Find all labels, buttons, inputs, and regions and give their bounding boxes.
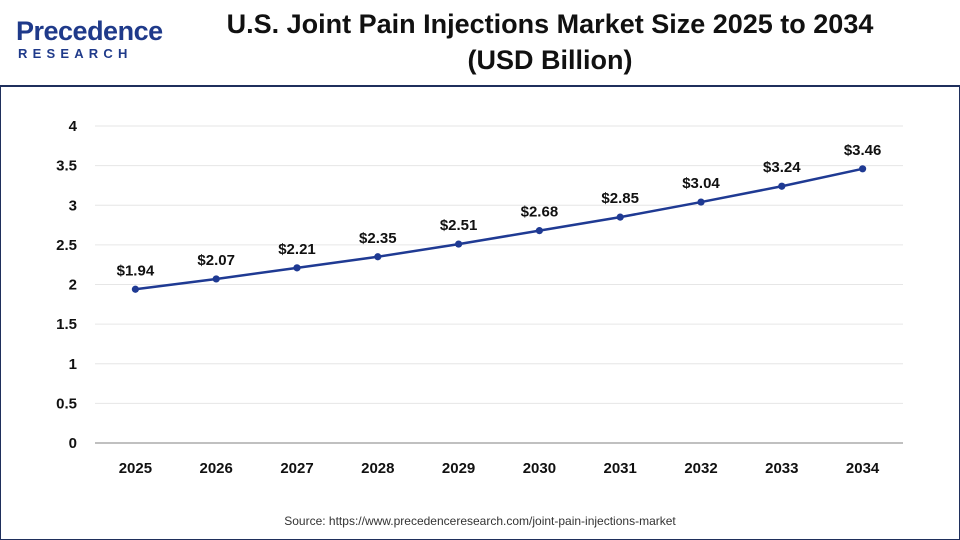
x-tick-label: 2027 bbox=[280, 460, 313, 477]
y-tick-label: 1 bbox=[69, 356, 77, 373]
data-point bbox=[131, 285, 139, 293]
x-tick-label: 2026 bbox=[200, 460, 233, 477]
data-point bbox=[535, 227, 544, 235]
data-label: $2.07 bbox=[197, 252, 235, 269]
chart-title-line1: U.S. Joint Pain Injections Market Size 2… bbox=[226, 9, 874, 39]
data-label: $2.68 bbox=[521, 204, 559, 221]
y-tick-label: 4 bbox=[69, 118, 78, 135]
data-point bbox=[859, 165, 867, 173]
data-label: $2.35 bbox=[359, 230, 397, 247]
y-tick-label: 2.5 bbox=[56, 237, 77, 254]
data-label: $3.46 bbox=[844, 142, 882, 159]
chart-title-line2: (USD Billion) bbox=[467, 45, 633, 75]
x-tick-label: 2028 bbox=[361, 460, 394, 477]
x-tick-label: 2025 bbox=[119, 460, 152, 477]
data-point bbox=[293, 264, 301, 272]
line-chart: 0 0.5 1 1.5 2 2.5 3 3.5 4 2025 2026 2027 2028 2029 203… bbox=[56, 118, 903, 477]
data-label: $2.85 bbox=[601, 190, 639, 207]
data-point bbox=[778, 182, 786, 190]
y-tick-label: 0 bbox=[69, 435, 77, 452]
y-tick-label: 3 bbox=[69, 197, 77, 214]
data-label: $1.94 bbox=[117, 262, 155, 279]
header: Precedence RESEARCH U.S. Joint Pain Inje… bbox=[0, 0, 960, 87]
data-label: $3.24 bbox=[763, 159, 801, 176]
x-tick-label: 2031 bbox=[604, 460, 637, 477]
logo: Precedence RESEARCH bbox=[16, 14, 166, 64]
y-tick-label: 1.5 bbox=[56, 316, 77, 333]
logo-wordmark: Precedence bbox=[16, 16, 163, 46]
x-tick-label: 2033 bbox=[765, 460, 798, 477]
chart-title: U.S. Joint Pain Injections Market Size 2… bbox=[200, 6, 900, 78]
x-tick-label: 2029 bbox=[442, 460, 475, 477]
data-label: $3.04 bbox=[682, 175, 720, 192]
data-point bbox=[697, 198, 705, 206]
data-point bbox=[616, 213, 624, 221]
data-label: $2.51 bbox=[440, 217, 478, 234]
logo-subtitle: RESEARCH bbox=[18, 46, 133, 61]
y-tick-label: 3.5 bbox=[56, 158, 77, 175]
source-note: Source: https://www.precedenceresearch.c… bbox=[284, 514, 676, 528]
data-label: $2.21 bbox=[278, 241, 316, 258]
y-tick-label: 2 bbox=[69, 277, 77, 294]
data-point bbox=[374, 253, 382, 261]
data-point bbox=[455, 240, 463, 248]
y-tick-label: 0.5 bbox=[56, 395, 77, 412]
x-tick-label: 2032 bbox=[684, 460, 717, 477]
series-line bbox=[135, 167, 863, 291]
x-tick-label: 2030 bbox=[523, 460, 556, 477]
x-tick-label: 2034 bbox=[846, 460, 880, 477]
data-point bbox=[212, 275, 220, 283]
